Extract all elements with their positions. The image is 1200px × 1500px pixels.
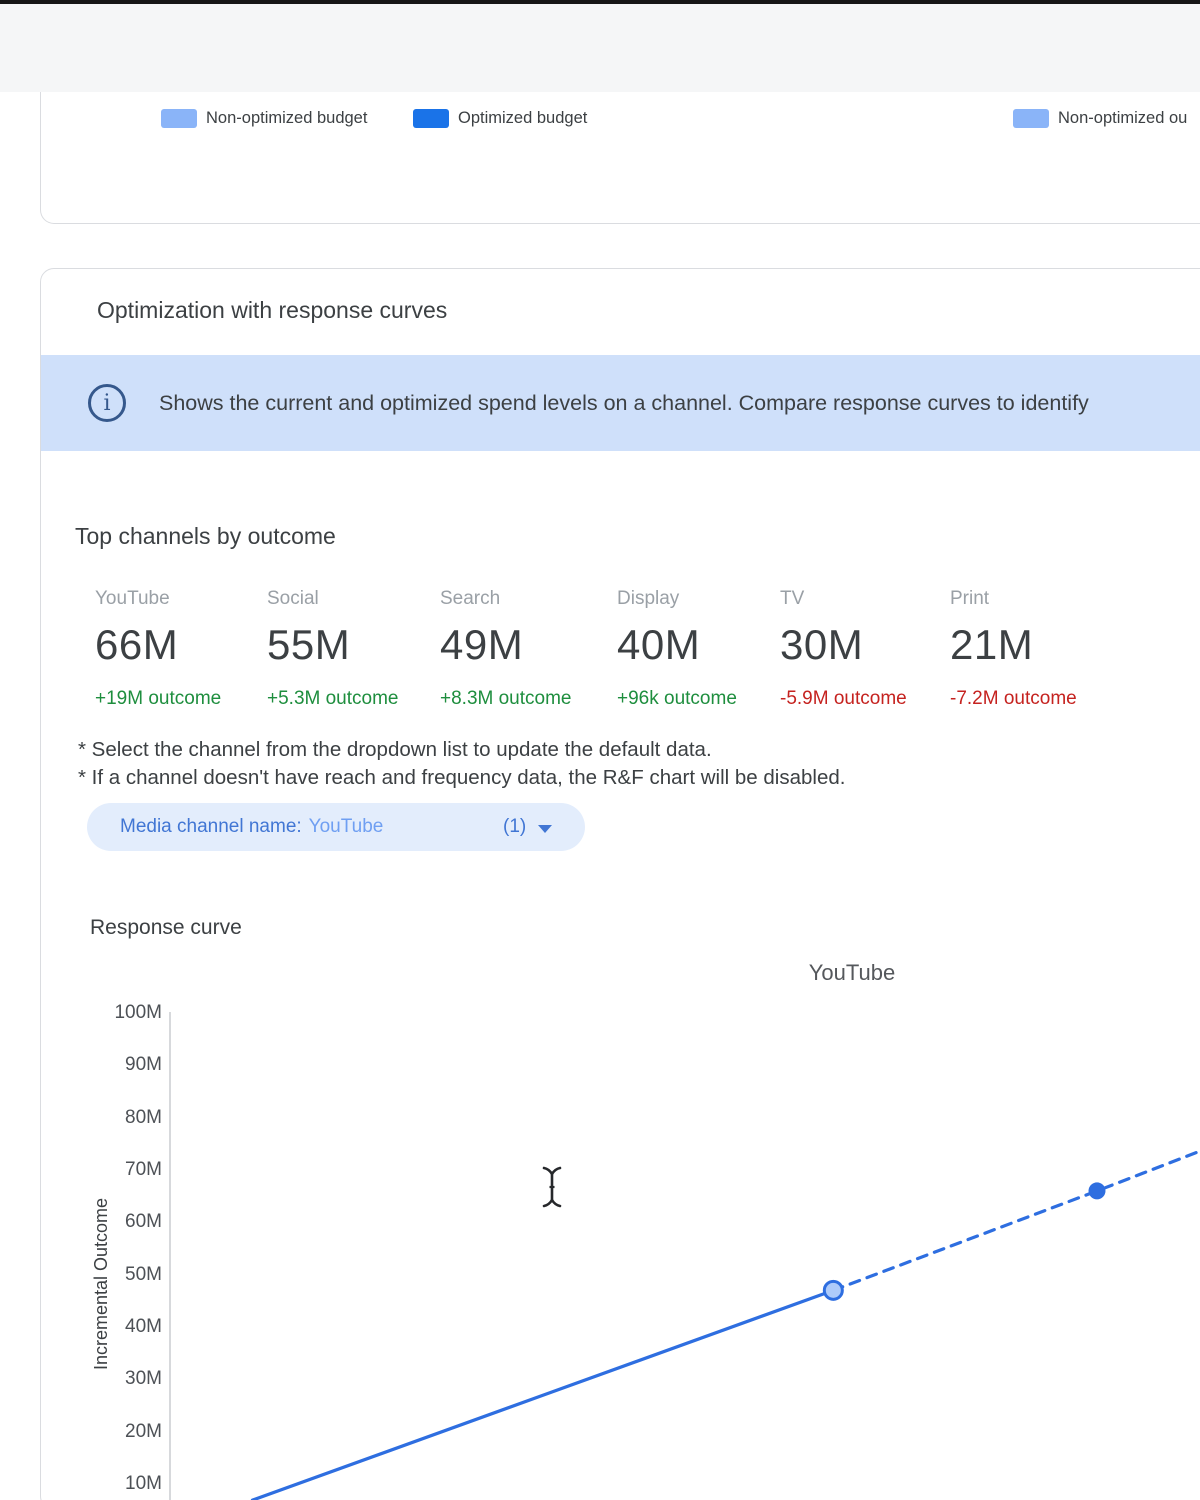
channel-outcome: -7.2M outcome bbox=[950, 688, 1077, 709]
channel-outcome: +19M outcome bbox=[95, 688, 222, 709]
channel-outcome: +96k outcome bbox=[617, 688, 737, 709]
channel-value: 40M bbox=[617, 621, 701, 668]
y-tick-label: 50M bbox=[125, 1263, 162, 1285]
channel-value: 66M bbox=[95, 621, 179, 668]
non-optimized-budget-swatch bbox=[161, 109, 197, 128]
channel-name: Print bbox=[950, 588, 990, 609]
footnote: * Select the channel from the dropdown l… bbox=[78, 738, 712, 761]
non-optimized-outcome-swatch bbox=[1013, 109, 1049, 128]
channel-name: Display bbox=[617, 588, 680, 609]
card-title: Optimization with response curves bbox=[97, 297, 448, 323]
chart-title: YouTube bbox=[808, 960, 896, 985]
channel-value: 49M bbox=[440, 621, 524, 668]
channel-name: Social bbox=[267, 588, 319, 609]
legend-label: Non-optimized ou bbox=[1058, 109, 1188, 127]
legend-label: Optimized budget bbox=[458, 109, 588, 127]
y-tick-label: 20M bbox=[125, 1420, 162, 1442]
channel-stat-search: Search 49M +8.3M outcome bbox=[440, 588, 610, 710]
info-banner: i Shows the current and optimized spend … bbox=[41, 355, 1200, 451]
legend-label: Non-optimized budget bbox=[206, 109, 368, 127]
info-icon: i bbox=[88, 384, 126, 422]
response-line-current-spend bbox=[250, 1288, 835, 1500]
channel-stat-youtube: YouTube 66M +19M outcome bbox=[95, 588, 265, 710]
channel-stat-social: Social 55M +5.3M outcome bbox=[267, 588, 437, 710]
legend-item-non-optimized-outcome: Non-optimized ou bbox=[1013, 109, 1187, 128]
current-spend-point-marker[interactable] bbox=[822, 1279, 844, 1301]
channel-outcome: +8.3M outcome bbox=[440, 688, 572, 709]
channel-stat-tv: TV 30M -5.9M outcome bbox=[780, 588, 950, 710]
y-tick-label: 30M bbox=[125, 1368, 162, 1390]
header-bar bbox=[0, 4, 1200, 92]
channel-outcome: -5.9M outcome bbox=[780, 688, 907, 709]
top-edge-strip bbox=[0, 0, 1200, 4]
channel-name: YouTube bbox=[95, 588, 170, 609]
budget-card: Non-optimized budget Optimized budget No… bbox=[40, 92, 1200, 224]
text-cursor-ibeam bbox=[542, 1166, 562, 1208]
channel-stat-print: Print 21M -7.2M outcome bbox=[950, 588, 1120, 710]
y-tick-label: 80M bbox=[125, 1106, 162, 1128]
channel-value: 30M bbox=[780, 621, 864, 668]
y-tick-label: 60M bbox=[125, 1211, 162, 1233]
channel-value: 21M bbox=[950, 621, 1034, 668]
y-axis-line bbox=[169, 1012, 171, 1500]
y-tick-label: 70M bbox=[125, 1158, 162, 1180]
y-tick-label: 90M bbox=[125, 1054, 162, 1076]
legend-item-optimized-budget: Optimized budget bbox=[413, 109, 587, 128]
optimization-card bbox=[40, 268, 1200, 1500]
channel-outcome: +5.3M outcome bbox=[267, 688, 399, 709]
channel-stat-display: Display 40M +96k outcome bbox=[617, 588, 787, 710]
y-tick-label: 100M bbox=[114, 1002, 162, 1023]
optimized-budget-swatch bbox=[413, 109, 449, 128]
chevron-down-icon[interactable] bbox=[538, 825, 552, 833]
top-channels-heading: Top channels by outcome bbox=[75, 523, 336, 549]
channel-value: 55M bbox=[267, 621, 351, 668]
y-tick-label: 10M bbox=[125, 1472, 162, 1494]
channel-name: TV bbox=[780, 588, 805, 609]
legend-item-non-optimized-budget: Non-optimized budget bbox=[161, 109, 367, 128]
channel-name: Search bbox=[440, 588, 501, 609]
chip-label-value: YouTube bbox=[308, 816, 384, 837]
media-channel-filter-chip[interactable]: Media channel name: YouTube (1) bbox=[87, 803, 585, 851]
y-tick-label: 40M bbox=[125, 1315, 162, 1337]
chip-count: (1) bbox=[503, 816, 527, 837]
info-banner-text: Shows the current and optimized spend le… bbox=[159, 390, 1089, 415]
response-line-optimized-projection bbox=[831, 1149, 1200, 1292]
response-curve-heading: Response curve bbox=[90, 916, 242, 939]
chip-label: Media channel name: YouTube bbox=[120, 803, 383, 851]
footnote: * If a channel doesn't have reach and fr… bbox=[78, 766, 846, 789]
chip-label-key: Media channel name: bbox=[120, 816, 302, 837]
optimized-spend-point-marker[interactable] bbox=[1088, 1182, 1106, 1200]
